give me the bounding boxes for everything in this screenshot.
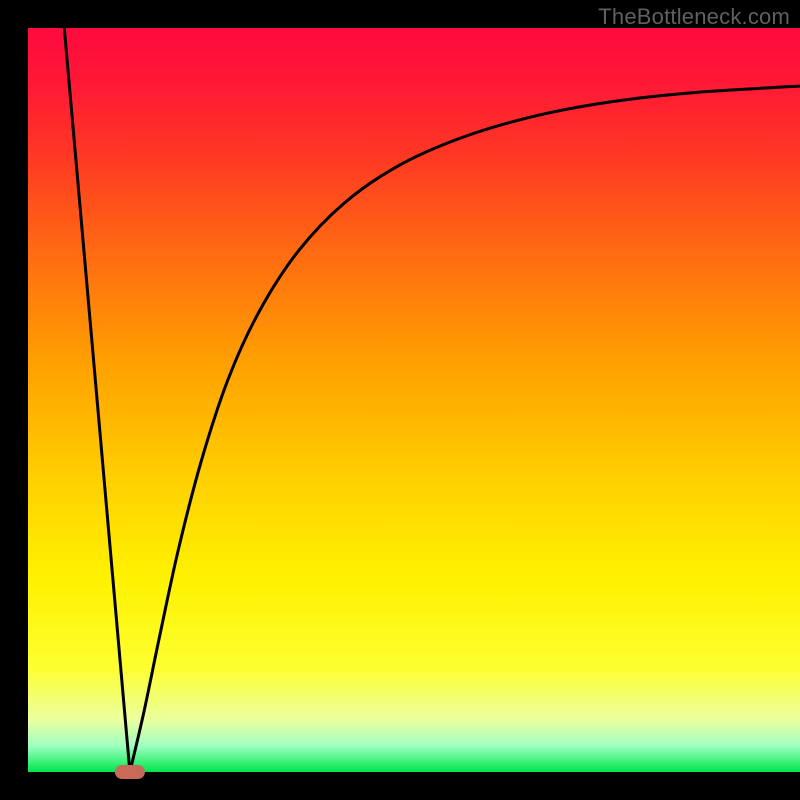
plot-background bbox=[28, 28, 800, 772]
optimal-point-marker bbox=[115, 765, 145, 779]
bottleneck-curve-plot bbox=[0, 0, 800, 800]
chart-container: TheBottleneck.com bbox=[0, 0, 800, 800]
attribution-text: TheBottleneck.com bbox=[598, 4, 790, 30]
